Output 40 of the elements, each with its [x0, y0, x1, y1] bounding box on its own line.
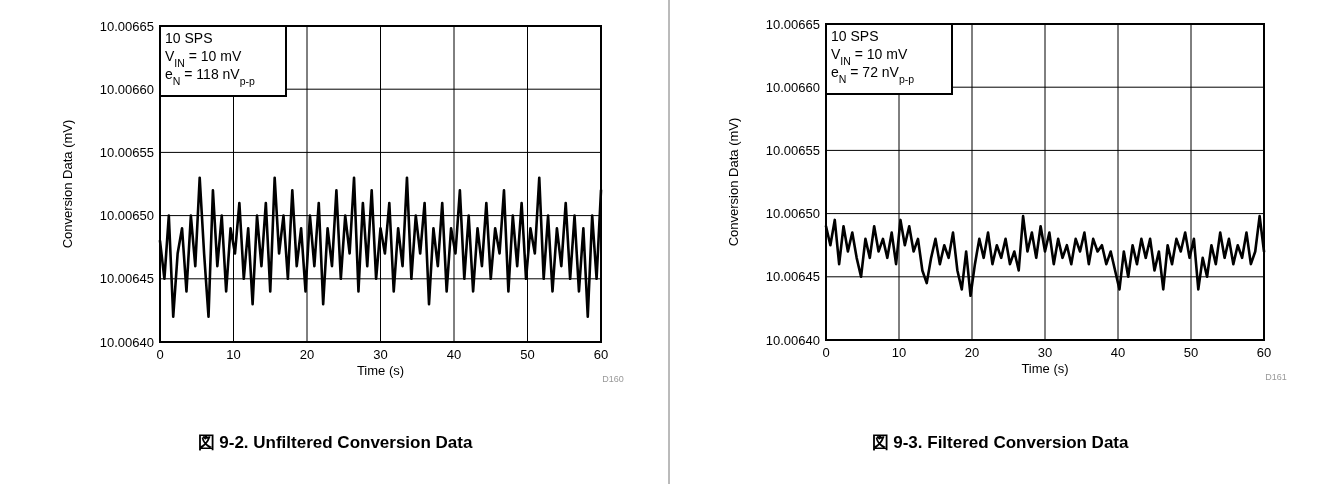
x-tick-label: 20: [964, 345, 980, 360]
x-tick-label: 40: [1110, 345, 1126, 360]
annotation: V$_{IN}$ = 10 mV: [165, 48, 242, 69]
x-tick-label: 20: [299, 347, 315, 362]
y-tick-label: 10.00640: [765, 332, 820, 348]
text: 図 9-3. Filtered Conversion Data: [871, 433, 1130, 452]
text: 図 9-2. Unfiltered Conversion Data: [197, 433, 473, 452]
y-tick-label: 10.00650: [99, 208, 154, 224]
x-tick-label: 10: [226, 347, 241, 362]
y-tick-label: 10.00655: [765, 142, 820, 158]
annotation: 10 SPS: [165, 30, 213, 46]
y-tick-label: 10.00645: [765, 269, 820, 285]
annotation: e$_{N}$ = 72 nV$_{p-p}$: [831, 64, 915, 85]
y-tick-label: 10.00660: [765, 79, 820, 95]
x-tick-label: 60: [593, 347, 609, 362]
y-tick-label: 10.00645: [99, 271, 154, 287]
x-tick-label: 30: [1037, 345, 1053, 360]
x-tick-label: 50: [520, 347, 535, 362]
x-tick-label: 10: [891, 345, 907, 360]
y-tick-label: 10.00665: [99, 18, 154, 34]
x-tick-label: 60: [1256, 345, 1272, 360]
y-tick-label: 10.00640: [99, 334, 154, 350]
x-tick-label: 40: [446, 347, 462, 362]
y-tick-label: 10.00665: [765, 16, 820, 32]
x-tick-label: 0: [156, 347, 164, 362]
y-tick-label: 10.00650: [765, 206, 820, 222]
text: D161: [1265, 372, 1287, 382]
x-axis-title: Time (s): [1021, 361, 1069, 376]
y-axis-title: Conversion Data (mV): [726, 117, 741, 247]
y-tick-label: 10.00655: [99, 144, 154, 160]
annotation: 10 SPS: [831, 28, 879, 44]
text: D160: [602, 374, 624, 384]
annotation: e$_{N}$ = 118 nV$_{p-p}$: [165, 66, 256, 87]
x-tick-label: 30: [373, 347, 388, 362]
y-axis-title: Conversion Data (mV): [60, 119, 75, 249]
x-tick-label: 50: [1183, 345, 1199, 360]
annotation: V$_{IN}$ = 10 mV: [831, 46, 908, 67]
y-tick-label: 10.00660: [99, 81, 154, 97]
x-tick-label: 0: [822, 345, 830, 360]
x-axis-title: Time (s): [356, 363, 405, 378]
